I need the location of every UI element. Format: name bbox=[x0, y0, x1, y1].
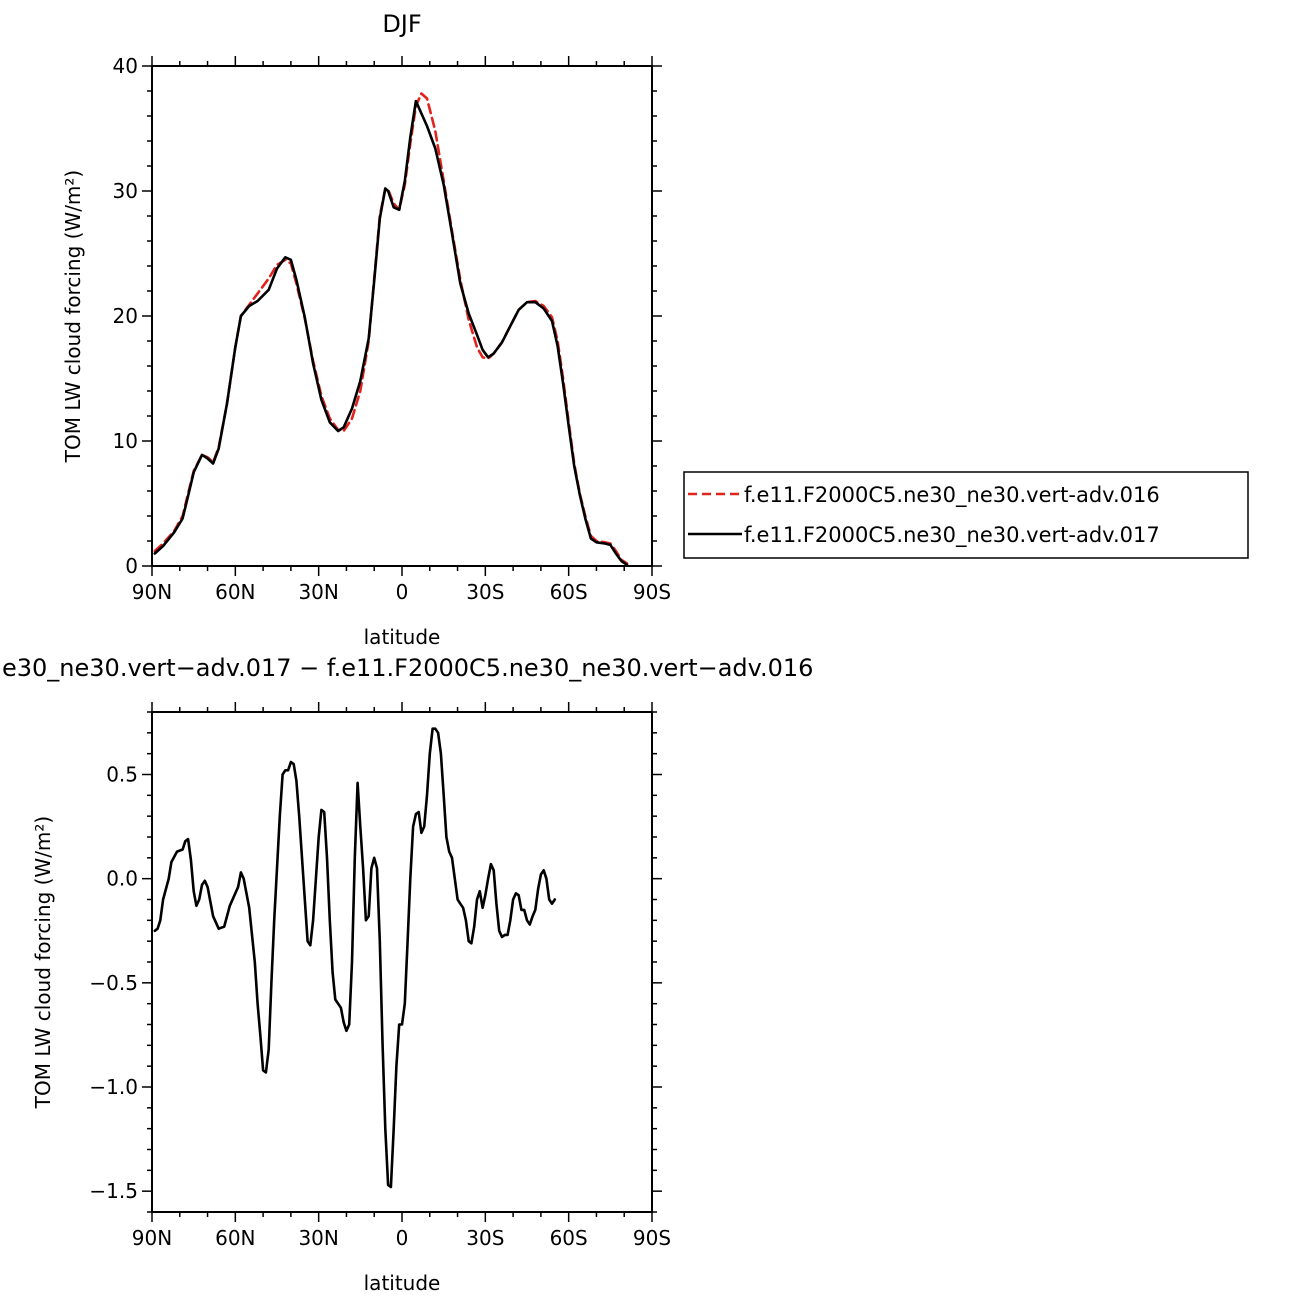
y-tick-label: 0.5 bbox=[106, 763, 138, 787]
x-tick-label: 30S bbox=[466, 1226, 504, 1250]
y-axis-label: TOM LW cloud forcing (W/m²) bbox=[31, 816, 55, 1110]
x-tick-label: 0 bbox=[396, 1226, 409, 1250]
x-axis-label: latitude bbox=[364, 1271, 441, 1295]
x-tick-label: 90S bbox=[633, 580, 671, 604]
x-tick-label: 30N bbox=[298, 1226, 338, 1250]
x-tick-label: 30S bbox=[466, 580, 504, 604]
x-tick-label: 90N bbox=[132, 580, 172, 604]
y-tick-label: 40 bbox=[113, 54, 138, 78]
x-tick-label: 60N bbox=[215, 1226, 255, 1250]
y-tick-label: 0 bbox=[125, 554, 138, 578]
series-line-1 bbox=[153, 727, 557, 1189]
y-tick-label: 10 bbox=[113, 429, 138, 453]
y-tick-label: 20 bbox=[113, 304, 138, 328]
x-tick-label: 60N bbox=[215, 580, 255, 604]
legend-box bbox=[683, 471, 1249, 559]
legend: f.e11.F2000C5.ne30_ne30.vert-adv.016 f.e1… bbox=[683, 471, 1249, 559]
y-tick-label: 30 bbox=[113, 179, 138, 203]
series-line-2 bbox=[153, 99, 629, 567]
series-line-1 bbox=[153, 92, 629, 565]
x-tick-label: 60S bbox=[550, 580, 588, 604]
y-tick-label: −1.0 bbox=[89, 1075, 138, 1099]
plot-frame bbox=[151, 65, 653, 567]
y-tick-label: −1.5 bbox=[89, 1179, 138, 1203]
legend-entry-label: f.e11.F2000C5.ne30_ne30.vert-adv.016 bbox=[744, 483, 1160, 508]
y-tick-label: 0.0 bbox=[106, 867, 138, 891]
y-tick-label: −0.5 bbox=[89, 971, 138, 995]
plot-frame bbox=[151, 711, 653, 1213]
chart-title: DJF bbox=[382, 10, 421, 38]
x-tick-label: 0 bbox=[396, 580, 409, 604]
legend-entry-label: f.e11.F2000C5.ne30_ne30.vert-adv.017 bbox=[744, 523, 1160, 548]
chart-panel-bottom: 90N 60N 30N 0 30S 60S 90S 0.5 0.0 −0.5 −1.0 −1.5 e30… bbox=[2, 654, 813, 1295]
chart-title: e30_ne30.vert−adv.017 − f.e11.F2000C5.ne… bbox=[2, 654, 813, 682]
x-tick-label: 90N bbox=[132, 1226, 172, 1250]
x-tick-label: 60S bbox=[550, 1226, 588, 1250]
x-axis-label: latitude bbox=[364, 625, 441, 649]
x-tick-label: 30N bbox=[298, 580, 338, 604]
chart-panel-top: 90N 60N 30N 0 30S 60S 90S 0 10 20 30 40 DJF latitude T… bbox=[61, 10, 671, 649]
x-tick-label: 90S bbox=[633, 1226, 671, 1250]
y-axis-label: TOM LW cloud forcing (W/m²) bbox=[61, 170, 85, 464]
